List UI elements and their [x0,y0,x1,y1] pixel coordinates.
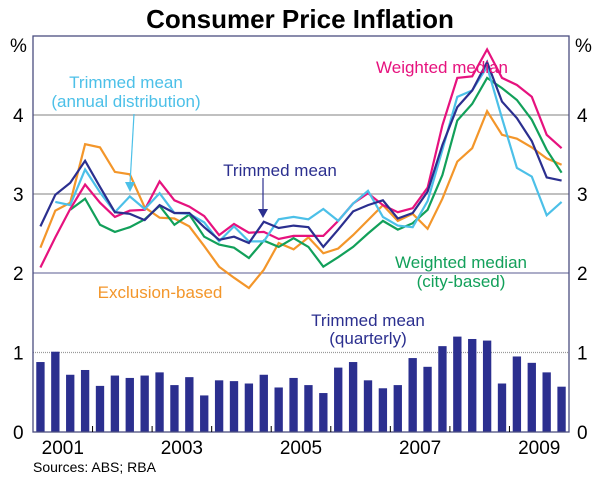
y-unit-right: % [575,36,592,57]
label-weighted-median: Weighted median [376,58,508,77]
bar-12 [214,380,224,432]
x-tick-label-2009: 2009 [518,438,560,459]
bar-20 [334,367,343,432]
x-tick-label-2005: 2005 [280,438,322,459]
x-tick-label-2003: 2003 [161,438,203,459]
bar-6 [125,377,134,432]
label-trimmed-mean-annual: Trimmed mean [69,73,183,92]
bar-14 [244,383,254,432]
bar-7 [140,375,149,432]
line-series [39,47,563,290]
bar-4 [95,385,105,432]
bar-1 [51,351,60,432]
bar-2 [66,374,75,432]
line-weighted-median [39,47,563,268]
bar-34 [542,372,551,432]
y-tick-label-left: 0 [13,423,24,444]
bar-15 [259,374,268,432]
bar-18 [304,385,313,432]
bar-32 [512,356,522,432]
bar-29 [468,338,477,432]
bar-11 [200,395,209,432]
label-weighted-median-city-sub: (city-based) [417,272,506,291]
label-weighted-median-city: Weighted median [395,253,527,272]
bar-26 [423,366,432,432]
label-trimmed-mean-annual-sub: (annual distribution) [51,92,200,111]
bar-22 [363,380,373,432]
label-exclusion-based: Exclusion-based [98,283,223,302]
chart-title: Consumer Price Inflation [146,4,454,34]
y-tick-label-left: 4 [13,106,24,127]
y-tick-label-right: 4 [577,106,588,127]
bar-16 [274,387,283,432]
bar-17 [289,377,298,432]
bar-10 [185,377,194,432]
label-trimmed-mean-quarterly-sub: (quarterly) [329,329,406,348]
bar-33 [527,362,536,432]
source-note: Sources: ABS; RBA [33,459,157,475]
bar-19 [319,393,328,432]
bar-5 [110,375,120,432]
x-tick-label-2007: 2007 [399,438,441,459]
x-tick-label-2001: 2001 [42,438,84,459]
bar-series [36,336,566,432]
label-trimmed-mean-quarterly: Trimmed mean [311,311,425,330]
bar-0 [36,362,45,432]
y-unit-left: % [10,36,27,57]
bar-3 [80,369,90,432]
bar-28 [453,336,462,432]
y-tick-label-right: 0 [577,423,588,444]
bar-23 [378,388,388,432]
bar-21 [348,362,358,432]
bar-27 [438,346,447,432]
arrow-annual-shaft [129,113,135,185]
plot-frame [32,35,570,433]
y-tick-label-left: 3 [13,185,24,206]
bar-35 [557,386,566,432]
bar-25 [408,358,417,432]
y-tick-label-right: 3 [577,185,588,206]
bar-8 [155,372,164,432]
bar-9 [170,385,179,432]
y-tick-label-left: 1 [13,344,24,365]
bar-13 [229,381,239,432]
y-tick-label-right: 1 [577,344,588,365]
line-trimmed-mean [39,59,562,249]
label-trimmed-mean: Trimmed mean [223,161,337,180]
bar-24 [393,385,402,432]
arrow-trimmed-head [258,209,268,218]
bar-31 [497,383,507,432]
bar-30 [482,340,492,432]
y-tick-label-left: 2 [13,264,24,285]
chart-frame [32,35,570,433]
arrow-annual-head [125,182,135,192]
grid-lines [33,114,569,354]
y-tick-label-right: 2 [577,264,588,285]
